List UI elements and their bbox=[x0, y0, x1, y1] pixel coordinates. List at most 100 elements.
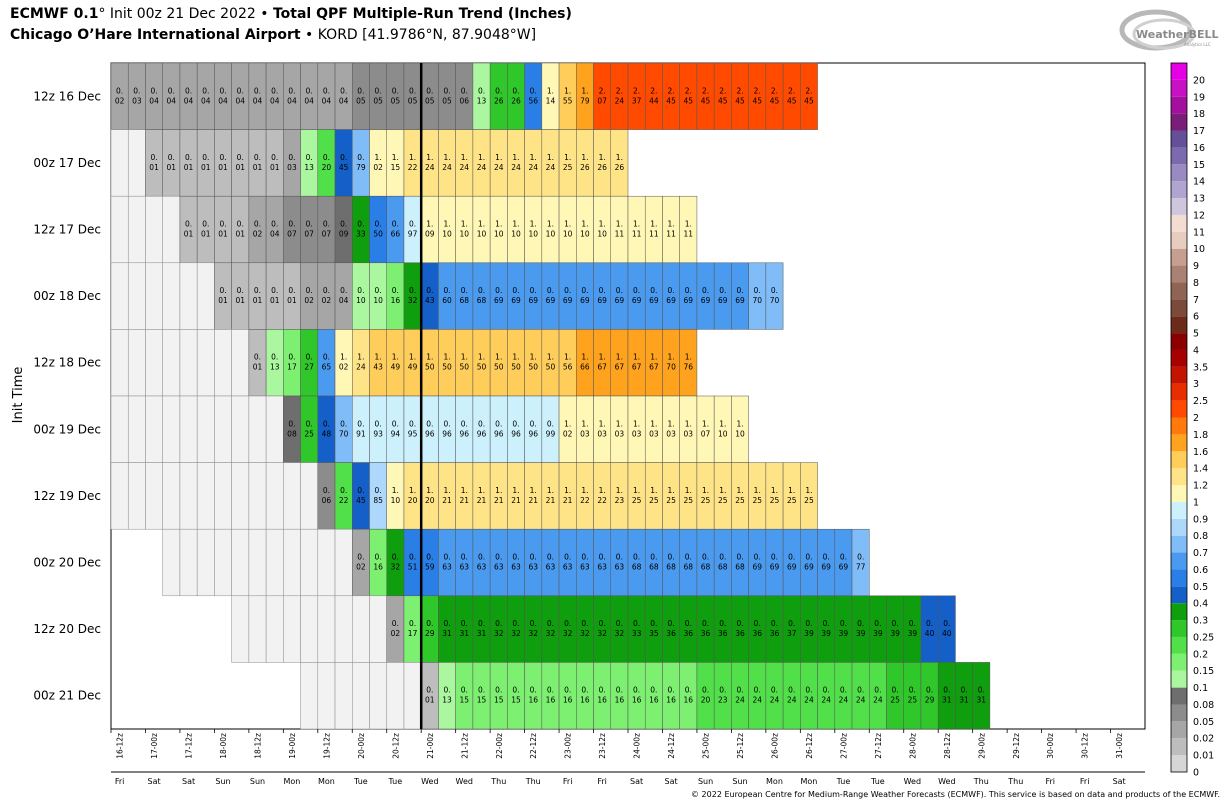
x-day-label: Sun bbox=[698, 777, 713, 786]
cell-value-frac: 25 bbox=[684, 496, 694, 505]
cell-value-int: 2. bbox=[599, 86, 606, 95]
row-labels: 12z 16 Dec 00z 17 Dec 12z 17 Dec 00z 18 Dec… bbox=[33, 89, 101, 702]
cell-value-frac: 25 bbox=[649, 496, 659, 505]
empty-cell bbox=[231, 595, 250, 663]
empty-cell bbox=[352, 595, 370, 663]
cell-value-frac: 04 bbox=[270, 230, 280, 239]
x-tick-label: 26-00z bbox=[770, 733, 779, 759]
empty-cell bbox=[179, 528, 198, 597]
cell-value-frac: 56 bbox=[528, 96, 538, 105]
x-day-label: Wed bbox=[938, 777, 955, 786]
empty-cell bbox=[145, 195, 163, 264]
cell-value-int: 0. bbox=[512, 419, 519, 428]
cell-value-frac: 16 bbox=[580, 696, 590, 705]
colorbar-swatch bbox=[1171, 586, 1187, 604]
x-tick-label: 29-00z bbox=[977, 733, 986, 759]
cell-value-int: 0. bbox=[668, 286, 675, 295]
cell-value-int: 1. bbox=[426, 486, 433, 495]
cell-value-frac: 68 bbox=[649, 563, 659, 572]
cell-value-int: 2. bbox=[702, 86, 709, 95]
cell-value-frac: 15 bbox=[477, 696, 487, 705]
cell-value-frac: 10 bbox=[442, 230, 452, 239]
cell-value-int: 0. bbox=[581, 686, 588, 695]
empty-cell bbox=[179, 329, 198, 397]
cell-value-int: 0. bbox=[926, 686, 933, 695]
cell-value-frac: 01 bbox=[184, 230, 194, 239]
cell-value-frac: 96 bbox=[425, 429, 435, 438]
cell-value-int: 0. bbox=[823, 553, 830, 562]
cell-value-int: 0. bbox=[530, 286, 537, 295]
cell-value-frac: 07 bbox=[304, 230, 314, 239]
cell-value-frac: 01 bbox=[270, 296, 280, 305]
cell-value-int: 0. bbox=[788, 619, 795, 628]
cell-value-frac: 36 bbox=[666, 629, 676, 638]
cell-value-int: 2. bbox=[668, 86, 675, 95]
cell-value-frac: 11 bbox=[632, 230, 642, 239]
cell-value-int: 1. bbox=[616, 153, 623, 162]
colorbar-swatch bbox=[1171, 79, 1187, 97]
cell-value-frac: 10 bbox=[597, 230, 607, 239]
empty-cell bbox=[179, 462, 198, 530]
cell-value-int: 1. bbox=[771, 486, 778, 495]
colorbar-tick-label: 0.6 bbox=[1193, 565, 1208, 576]
cell-value-int: 1. bbox=[805, 486, 812, 495]
cell-value-frac: 22 bbox=[408, 163, 418, 172]
cell-value-int: 0. bbox=[719, 286, 726, 295]
colorbar-swatch bbox=[1171, 670, 1187, 688]
cell-value-frac: 16 bbox=[373, 563, 383, 572]
cell-value-int: 0. bbox=[668, 686, 675, 695]
empty-cell bbox=[317, 528, 336, 597]
cell-value-int: 1. bbox=[633, 486, 640, 495]
cell-value-int: 0. bbox=[805, 619, 812, 628]
empty-cell bbox=[231, 395, 250, 463]
cell-value-frac: 68 bbox=[718, 563, 728, 572]
cell-value-int: 0. bbox=[547, 286, 554, 295]
cell-value-frac: 04 bbox=[339, 96, 349, 105]
cell-value-int: 0. bbox=[512, 619, 519, 628]
cell-value-frac: 09 bbox=[425, 230, 435, 239]
cell-value-int: 0. bbox=[633, 686, 640, 695]
cell-value-frac: 01 bbox=[218, 163, 228, 172]
cell-value-int: 0. bbox=[633, 553, 640, 562]
cell-value-int: 0. bbox=[926, 619, 933, 628]
cell-value-frac: 69 bbox=[580, 296, 590, 305]
cell-value-int: 0. bbox=[306, 220, 313, 229]
cell-value-int: 0. bbox=[288, 153, 295, 162]
cell-value-frac: 45 bbox=[770, 96, 780, 105]
empty-cell bbox=[127, 329, 146, 397]
cell-value-frac: 26 bbox=[615, 163, 625, 172]
cell-value-frac: 26 bbox=[494, 96, 504, 105]
colorbar-tick-label: 2 bbox=[1193, 413, 1199, 424]
empty-cell bbox=[145, 262, 163, 330]
cell-value-frac: 24 bbox=[787, 696, 797, 705]
cell-value-int: 0. bbox=[495, 619, 502, 628]
cell-value-int: 0. bbox=[357, 286, 364, 295]
x-day-label: Tue bbox=[353, 777, 368, 786]
cell-value-frac: 20 bbox=[701, 696, 711, 705]
empty-cell bbox=[283, 528, 301, 597]
cell-value-frac: 96 bbox=[477, 429, 487, 438]
cell-value-frac: 49 bbox=[408, 363, 418, 372]
cell-value-int: 0. bbox=[805, 553, 812, 562]
cell-value-frac: 01 bbox=[253, 363, 263, 372]
cell-value-int: 0. bbox=[323, 86, 330, 95]
cell-value-int: 1. bbox=[495, 486, 502, 495]
x-tick-label: 29-12z bbox=[1012, 733, 1021, 759]
cell-value-frac: 04 bbox=[218, 96, 228, 105]
cell-value-frac: 25 bbox=[666, 496, 676, 505]
cell-value-frac: 50 bbox=[373, 230, 383, 239]
cell-value-frac: 63 bbox=[442, 563, 452, 572]
cell-value-frac: 15 bbox=[494, 696, 504, 705]
colorbar-tick-label: 4 bbox=[1193, 345, 1199, 356]
cell-value-frac: 69 bbox=[752, 563, 762, 572]
cell-value-frac: 66 bbox=[580, 363, 590, 372]
colorbar-tick-label: 15 bbox=[1193, 160, 1205, 171]
colorbar-swatch bbox=[1171, 721, 1187, 739]
cell-value-frac: 03 bbox=[287, 163, 297, 172]
cell-value-frac: 21 bbox=[477, 496, 487, 505]
colorbar-swatch bbox=[1171, 485, 1187, 502]
x-tick-label: 30-12z bbox=[1081, 733, 1090, 759]
cell-value-int: 0. bbox=[288, 353, 295, 362]
x-day-label: Fri bbox=[563, 777, 573, 786]
cell-value-int: 0. bbox=[323, 153, 330, 162]
